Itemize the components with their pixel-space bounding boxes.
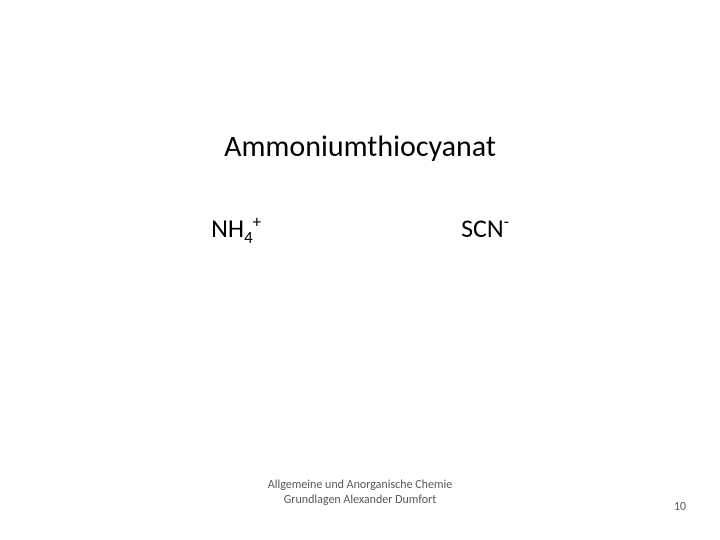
anion-base: SCN	[461, 212, 504, 244]
slide-title: Ammoniumthiocyanat	[0, 128, 720, 165]
cation-superscript: +	[253, 211, 261, 232]
cation-subscript: 4	[244, 227, 253, 248]
footer-center-text: Allgemeine und Anorganische Chemie Grund…	[0, 478, 720, 508]
cation-base: NH	[211, 212, 244, 244]
ion-row: NH4+ SCN-	[0, 212, 720, 244]
anion-superscript: -	[504, 211, 509, 232]
slide-footer: Allgemeine und Anorganische Chemie Grund…	[0, 478, 720, 518]
anion-formula: SCN-	[461, 212, 509, 244]
slide: Ammoniumthiocyanat NH4+ SCN- Allgemeine …	[0, 0, 720, 540]
footer-line-2: Grundlagen Alexander Dumfort	[0, 493, 720, 508]
footer-line-1: Allgemeine und Anorganische Chemie	[0, 478, 720, 493]
cation-formula: NH4+	[211, 212, 261, 244]
page-number: 10	[674, 500, 686, 514]
